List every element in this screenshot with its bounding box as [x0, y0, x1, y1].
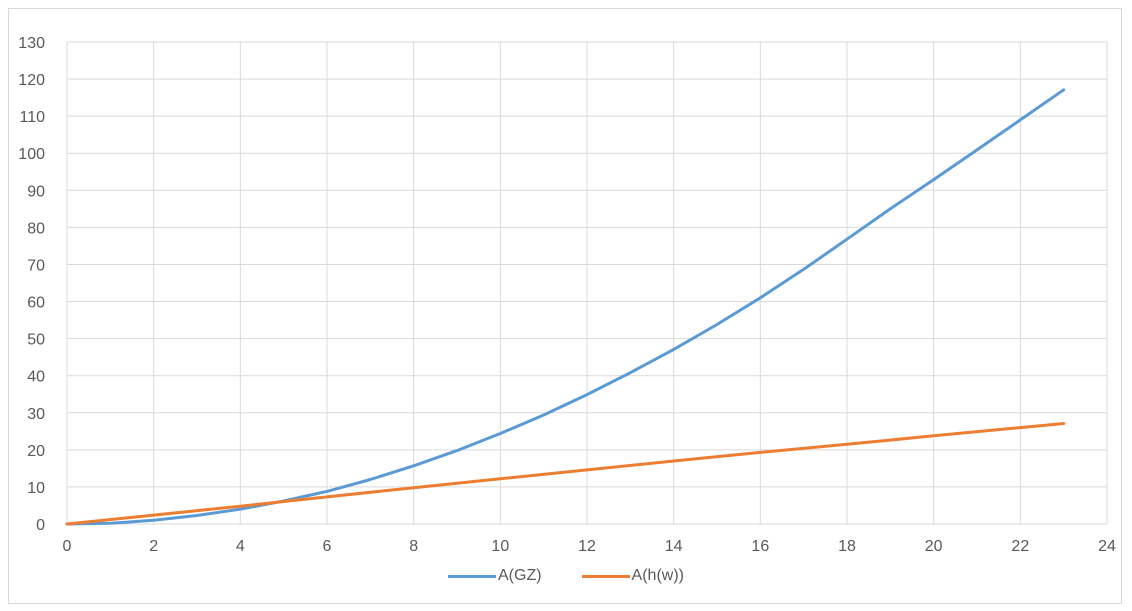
legend-swatch-gz	[448, 574, 496, 578]
chart-frame	[8, 8, 1122, 604]
y-tick-label: 40	[27, 369, 45, 386]
legend-swatch-hw	[581, 574, 630, 578]
x-tick-label: 22	[1011, 538, 1029, 555]
series-line-1	[65, 422, 1066, 526]
x-tick-label: 20	[925, 538, 943, 555]
series-line-0	[65, 88, 1066, 526]
y-tick-label: 110	[19, 109, 45, 126]
x-tick-label: 8	[409, 538, 418, 555]
legend-item-hw: A(h(w))	[581, 567, 684, 585]
x-tick-label: 16	[751, 538, 769, 555]
x-tick-label: 6	[323, 538, 332, 555]
x-tick-label: 0	[63, 538, 72, 555]
y-tick-label: 50	[27, 332, 45, 349]
y-tick-label: 10	[27, 480, 45, 497]
legend-label-hw: A(h(w))	[631, 567, 684, 584]
x-tick-label: 2	[149, 538, 158, 555]
y-tick-label: 80	[27, 220, 45, 237]
legend-label-gz: A(GZ)	[498, 567, 542, 584]
x-tick-label: 24	[1098, 538, 1116, 555]
x-tick-label: 4	[236, 538, 245, 555]
y-tick-label: 0	[36, 517, 45, 534]
x-tick-label: 10	[491, 538, 509, 555]
y-tick-label: 30	[27, 406, 45, 423]
legend-item-gz: A(GZ)	[448, 567, 542, 585]
x-tick-label: 18	[838, 538, 856, 555]
series-lines	[65, 88, 1066, 526]
x-tick-label: 12	[578, 538, 596, 555]
legend: A(GZ) A(h(w))	[0, 561, 1132, 591]
y-tick-label: 120	[18, 72, 45, 89]
y-tick-label: 70	[27, 257, 45, 274]
gridlines	[66, 41, 1108, 525]
y-tick-label: 100	[18, 146, 45, 163]
y-tick-label: 130	[18, 35, 45, 52]
y-tick-label: 60	[27, 295, 45, 312]
x-tick-label: 14	[665, 538, 683, 555]
x-axis-tick-labels: 0 2 4 6 8 10 12 14 16 18 20 22 24	[63, 538, 1116, 555]
y-axis-tick-labels: 0 10 20 30 40 50 60 70 80 90 100 110 120 130	[18, 35, 45, 534]
y-tick-label: 90	[27, 183, 45, 200]
y-tick-label: 20	[27, 443, 45, 460]
